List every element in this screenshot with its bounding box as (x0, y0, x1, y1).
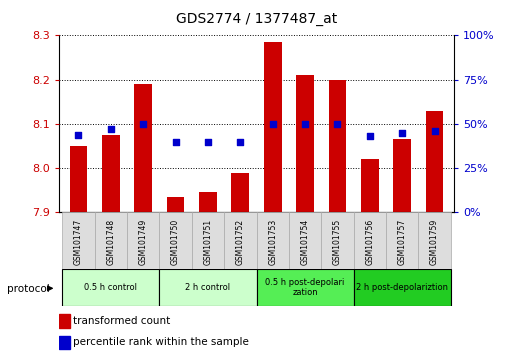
Point (430, 128, 439, 134)
Text: 2 h control: 2 h control (185, 283, 230, 292)
Bar (62, 269, 160, 306)
Bar (160, 212, 192, 271)
Point (333, 121, 342, 127)
Bar (160, 269, 256, 306)
Bar (353, 212, 386, 271)
Text: GSM101749: GSM101749 (139, 218, 148, 265)
Bar (127, 212, 160, 271)
Point (269, 121, 277, 127)
Text: GDS2774 / 1377487_at: GDS2774 / 1377487_at (176, 12, 337, 27)
Bar (328, 80, 346, 212)
Point (74, 132, 83, 137)
Text: GSM101752: GSM101752 (236, 218, 245, 265)
Bar (296, 75, 314, 212)
Bar (264, 42, 282, 212)
Point (139, 121, 147, 127)
Point (204, 139, 212, 144)
Bar (70, 146, 87, 212)
Bar (289, 212, 321, 271)
Text: GSM101753: GSM101753 (268, 218, 277, 265)
Text: GSM101755: GSM101755 (333, 218, 342, 265)
Bar (256, 212, 289, 271)
Text: 0.5 h post-depolari
zation: 0.5 h post-depolari zation (265, 278, 345, 297)
Bar (192, 212, 224, 271)
Bar (393, 139, 411, 212)
Bar (134, 84, 152, 212)
Text: transformed count: transformed count (73, 316, 170, 326)
Point (301, 121, 309, 127)
Bar (59, 336, 70, 349)
Bar (321, 212, 353, 271)
Text: 0.5 h control: 0.5 h control (84, 283, 137, 292)
Bar (224, 212, 256, 271)
Point (366, 133, 374, 139)
Bar (419, 212, 451, 271)
Bar (231, 173, 249, 212)
Bar (62, 212, 94, 271)
Bar (386, 212, 419, 271)
Text: GSM101756: GSM101756 (365, 218, 374, 265)
Bar (361, 159, 379, 212)
Text: GSM101751: GSM101751 (204, 218, 212, 265)
Text: GSM101750: GSM101750 (171, 218, 180, 265)
Point (171, 139, 180, 144)
Bar (353, 269, 451, 306)
Bar (94, 212, 127, 271)
Text: protocol: protocol (7, 284, 49, 293)
Bar (167, 197, 185, 212)
Text: GSM101759: GSM101759 (430, 218, 439, 265)
Text: GSM101748: GSM101748 (106, 218, 115, 265)
Bar (256, 269, 353, 306)
Point (107, 126, 115, 132)
Text: GSM101754: GSM101754 (301, 218, 309, 265)
Bar (59, 314, 70, 328)
Bar (199, 193, 217, 212)
Point (398, 130, 406, 136)
Point (236, 139, 244, 144)
Text: GSM101747: GSM101747 (74, 218, 83, 265)
Text: 2 h post-depolariztion: 2 h post-depolariztion (356, 283, 448, 292)
Text: percentile rank within the sample: percentile rank within the sample (73, 337, 249, 348)
Bar (102, 135, 120, 212)
Bar (426, 110, 443, 212)
Text: GSM101757: GSM101757 (398, 218, 407, 265)
